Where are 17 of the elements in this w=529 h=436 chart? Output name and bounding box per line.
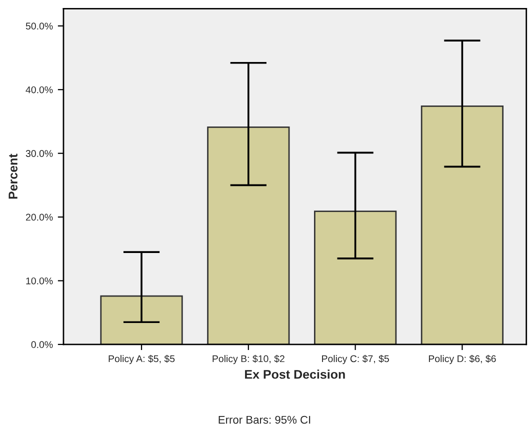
text: Error Bars: 95% CI <box>218 416 310 424</box>
y-tick-label: 10.0% <box>26 277 53 284</box>
bar <box>100 295 183 344</box>
bar <box>207 126 290 344</box>
y-tick-label: 0.0% <box>31 341 53 348</box>
bar <box>420 105 504 344</box>
x-tick-label: Policy C: $7, $5 <box>322 354 389 364</box>
y-tick-label: 30.0% <box>26 150 53 157</box>
y-tick-label: 50.0% <box>26 22 53 30</box>
y-tick-label: 20.0% <box>26 214 53 221</box>
x-tick-label: Policy B: $10, $2 <box>212 354 284 364</box>
x-tick-label: Policy A: $5, $5 <box>108 354 175 364</box>
x-tick-label: Policy D: $6, $6 <box>428 354 496 364</box>
x-axis-title: Ex Post Decision <box>245 370 345 379</box>
bar <box>314 210 397 344</box>
y-axis-title: Percent <box>8 154 18 199</box>
y-tick-label: 40.0% <box>26 86 53 94</box>
